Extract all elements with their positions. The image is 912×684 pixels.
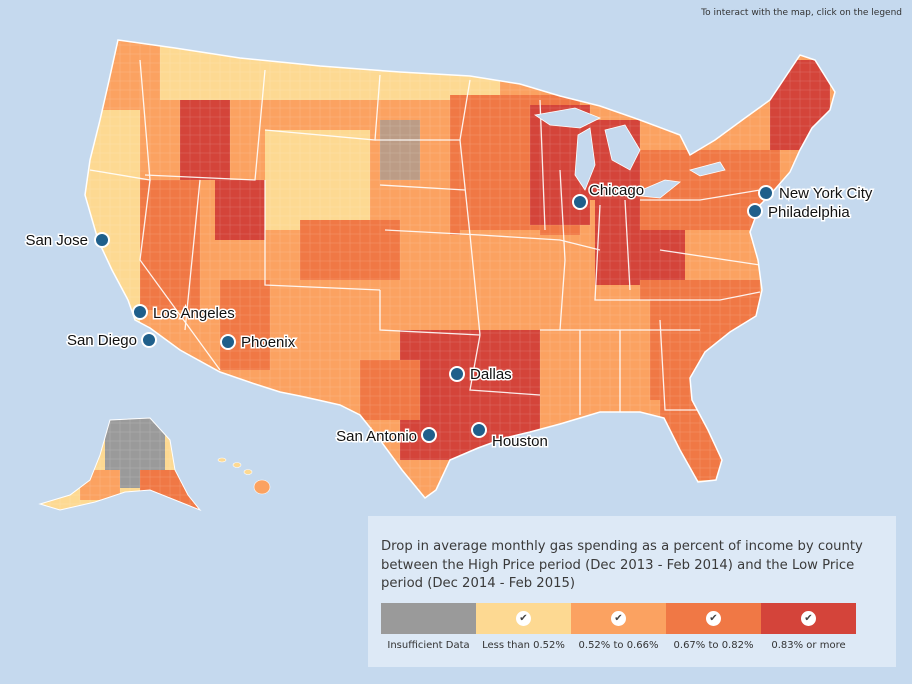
- alaska: [38, 417, 202, 512]
- city-marker-san-jose[interactable]: [94, 232, 110, 248]
- legend-swatches: ✔ ✔ ✔ ✔: [381, 603, 856, 634]
- legend-swatch-less-than-0-52[interactable]: ✔: [476, 603, 571, 634]
- city-marker-san-diego[interactable]: [141, 332, 157, 348]
- city-label-san-antonio: San Antonio: [336, 428, 417, 445]
- city-marker-houston[interactable]: [471, 422, 487, 438]
- city-marker-phoenix[interactable]: [220, 334, 236, 350]
- legend-panel: Drop in average monthly gas spending as …: [368, 516, 896, 667]
- city-label-san-jose: San Jose: [25, 232, 88, 249]
- city-marker-new-york-city[interactable]: [758, 185, 774, 201]
- check-icon: ✔: [611, 611, 626, 626]
- legend-label-0-83-or-more: 0.83% or more: [771, 640, 846, 651]
- map-instruction-text: To interact with the map, click on the l…: [701, 8, 902, 18]
- city-label-san-diego: San Diego: [67, 332, 137, 349]
- hawaii: [217, 457, 271, 495]
- city-marker-los-angeles[interactable]: [132, 304, 148, 320]
- legend-label-0-67-to-0-82: 0.67% to 0.82%: [673, 640, 754, 651]
- check-icon: ✔: [516, 611, 531, 626]
- city-label-chicago: Chicago: [589, 182, 644, 199]
- legend-label-insufficient-data: Insufficient Data: [387, 640, 470, 651]
- city-label-dallas: Dallas: [470, 366, 512, 383]
- city-label-new-york-city: New York City: [779, 185, 873, 202]
- legend-title: Drop in average monthly gas spending as …: [381, 539, 863, 591]
- city-label-philadelphia: Philadelphia: [768, 204, 850, 221]
- city-marker-chicago[interactable]: [572, 194, 588, 210]
- legend-swatch-0-52-to-0-66[interactable]: ✔: [571, 603, 666, 634]
- legend-swatch-0-67-to-0-82[interactable]: ✔: [666, 603, 761, 634]
- city-label-los-angeles: Los Angeles: [153, 305, 235, 322]
- city-marker-dallas[interactable]: [449, 366, 465, 382]
- city-markers: Chicago New York City Philadelphia San Jose…: [24, 181, 874, 452]
- city-label-phoenix: Phoenix: [241, 334, 296, 351]
- city-marker-philadelphia[interactable]: [747, 203, 763, 219]
- legend-label-0-52-to-0-66: 0.52% to 0.66%: [578, 640, 659, 651]
- legend-swatch-0-83-or-more[interactable]: ✔: [761, 603, 856, 634]
- legend-label-less-than-0-52: Less than 0.52%: [482, 640, 565, 651]
- legend-swatch-insufficient-data[interactable]: [381, 603, 476, 634]
- legend-labels: Insufficient Data Less than 0.52% 0.52% to…: [381, 640, 856, 651]
- city-marker-san-antonio[interactable]: [421, 427, 437, 443]
- city-label-houston: Houston: [492, 433, 548, 450]
- check-icon: ✔: [801, 611, 816, 626]
- check-icon: ✔: [706, 611, 721, 626]
